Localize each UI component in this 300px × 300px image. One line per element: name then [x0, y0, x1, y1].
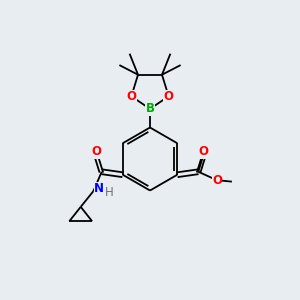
- Text: O: O: [126, 90, 136, 103]
- Text: B: B: [146, 102, 154, 116]
- Text: H: H: [104, 186, 113, 199]
- Text: O: O: [199, 146, 209, 158]
- Text: O: O: [212, 174, 222, 187]
- Text: O: O: [91, 146, 101, 158]
- Text: N: N: [94, 182, 104, 195]
- Text: O: O: [164, 90, 174, 103]
